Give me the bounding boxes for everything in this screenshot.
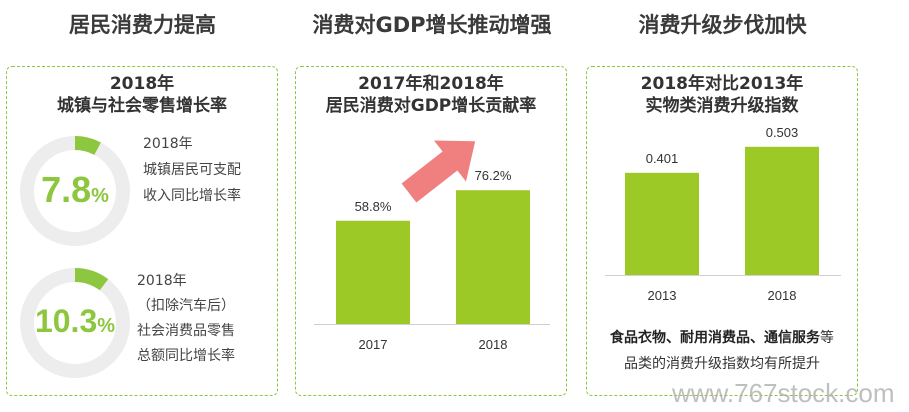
ring-income-value: 7.8%	[17, 169, 133, 211]
bar-2017	[336, 220, 410, 324]
ring-income-desc-line: 2018年	[143, 136, 193, 152]
ring-retail-desc-line: （扣除汽车后）	[137, 298, 235, 314]
panel3-note-bold: 食品衣物、耐用消费品、通信服务	[610, 330, 820, 346]
ring-income-desc-line: 收入同比增长率	[143, 188, 241, 204]
ring-retail-desc-line: 总额同比增长率	[137, 348, 235, 364]
ring-retail-description: 2018年 （扣除汽车后） 社会消费品零售 总额同比增长率	[137, 269, 235, 369]
x-tick-label: 2013	[648, 288, 677, 303]
ring-income-growth: 7.8%	[17, 133, 133, 249]
panel-consumption-power: 2018年 城镇与社会零售增长率 7.8% 2018年 城镇居民可支配 收入同比…	[6, 66, 278, 396]
bar-value-label: 0.401	[646, 151, 679, 166]
x-tick-label: 2017	[359, 337, 388, 352]
panel1-heading-line1: 2018年	[109, 74, 175, 94]
watermark: www.767stock.com	[672, 378, 895, 408]
column-title-consumption-upgrade: 消费升级步伐加快	[638, 13, 807, 37]
column-title-consumption-power: 居民消费力提高	[69, 13, 216, 37]
ring-income-unit: %	[91, 185, 109, 207]
panel1-heading-line2: 城镇与社会零售增长率	[57, 96, 227, 116]
chart-gdp-contribution: 58.8% 2017 76.2% 2018	[314, 140, 550, 352]
ring-income-desc-line: 城镇居民可支配	[143, 162, 241, 178]
panel-gdp-contribution: 2017年和2018年 居民消费对GDP增长贡献率 58.8% 2017 76.2%…	[295, 66, 567, 396]
growth-arrow-icon	[401, 140, 476, 203]
ring-income-graphic	[20, 136, 130, 246]
panel3-note-line1: 食品衣物、耐用消费品、通信服务等	[587, 325, 857, 351]
bar-value-label: 76.2%	[475, 168, 512, 183]
ring-fill	[20, 136, 130, 246]
bar-2018	[745, 146, 819, 275]
bar-2013	[625, 172, 699, 275]
x-tick-label: 2018	[768, 288, 797, 303]
x-tick-label: 2018	[479, 337, 508, 352]
ring-income-description: 2018年 城镇居民可支配 收入同比增长率	[143, 131, 241, 209]
ring-retail-unit: %	[97, 315, 116, 337]
column-title-gdp-contribution: 消费对GDP增长推动增强	[312, 13, 552, 37]
chart-consumption-upgrade: 0.401 2013 0.503 2018	[605, 125, 841, 303]
bar-2018	[456, 190, 530, 324]
chart2-title-line2: 实物类消费升级指数	[645, 96, 799, 116]
chart2-title: 2018年对比2013年 实物类消费升级指数	[587, 73, 857, 117]
panel-consumption-upgrade: 2018年对比2013年 实物类消费升级指数 0.401 2013 0.503 201…	[586, 66, 858, 396]
bar-value-label: 58.8%	[355, 199, 392, 214]
ring-retail-growth: 10.3%	[17, 265, 133, 381]
ring-retail-desc-line: 2018年	[137, 273, 187, 289]
ring-retail-graphic	[20, 268, 130, 378]
panel1-heading: 2018年 城镇与社会零售增长率	[7, 73, 277, 117]
ring-retail-number: 10.3	[34, 303, 98, 339]
ring-retail-desc-line: 社会消费品零售	[137, 323, 235, 339]
chart1-title: 2017年和2018年 居民消费对GDP增长贡献率	[296, 73, 566, 117]
ring-income-number: 7.8	[41, 169, 92, 210]
chart1-title-line2: 居民消费对GDP增长贡献率	[325, 96, 537, 116]
panel3-note-tail: 等	[820, 330, 834, 346]
chart1-title-line1: 2017年和2018年	[358, 74, 504, 94]
bar-value-label: 0.503	[766, 125, 799, 140]
ring-fill	[20, 268, 130, 378]
ring-retail-value: 10.3%	[17, 303, 133, 340]
panel3-note: 食品衣物、耐用消费品、通信服务等 品类的消费升级指数均有所提升	[587, 325, 857, 377]
chart2-title-line1: 2018年对比2013年	[640, 74, 804, 94]
panel3-note-line2: 品类的消费升级指数均有所提升	[624, 356, 820, 372]
